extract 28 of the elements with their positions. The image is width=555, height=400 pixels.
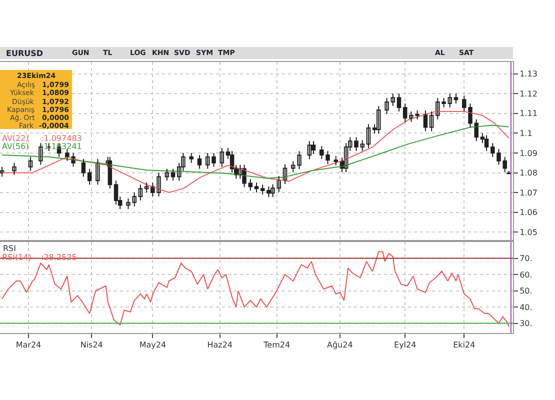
y-tick-label: 1.07: [520, 188, 538, 198]
y-tick-label: 1.1: [520, 129, 532, 138]
x-tick-label: Nis24: [80, 340, 103, 350]
y-tick-label: 50.: [520, 286, 532, 296]
y-tick-label: 70.: [520, 254, 532, 264]
annotation: :1.097483: [41, 134, 82, 143]
x-tick-label: May24: [139, 340, 166, 350]
x-tick-label: Eyl24: [394, 340, 416, 350]
y-tick-label: 60.: [520, 270, 532, 280]
x-tick-label: Tem24: [262, 340, 290, 350]
text: AV(22): [2, 134, 29, 143]
y-tick-label: 30.: [520, 319, 532, 328]
y-tick-label: 1.05: [520, 228, 538, 237]
y-tick-label: 1.09: [520, 148, 538, 158]
y-tick-label: 1.11: [520, 109, 538, 118]
line-series: [2, 251, 510, 327]
y-tick-label: 1.06: [520, 208, 538, 218]
y-tick-label: 40.: [520, 302, 532, 312]
x-tick-label: Ağu24: [327, 340, 353, 350]
y-tick-label: 1.12: [520, 89, 538, 98]
y-tick-label: 1.08: [520, 168, 538, 178]
chart-title: RSI: [3, 244, 16, 253]
series-label: AV(56): [2, 142, 29, 151]
x-tick-label: Mar24: [16, 340, 42, 350]
x-tick-label: Haz24: [207, 340, 233, 350]
chart-title: EURUSD: [6, 49, 44, 58]
y-tick-label: 1.13: [520, 70, 538, 79]
x-tick-label: Eki24: [453, 340, 476, 350]
